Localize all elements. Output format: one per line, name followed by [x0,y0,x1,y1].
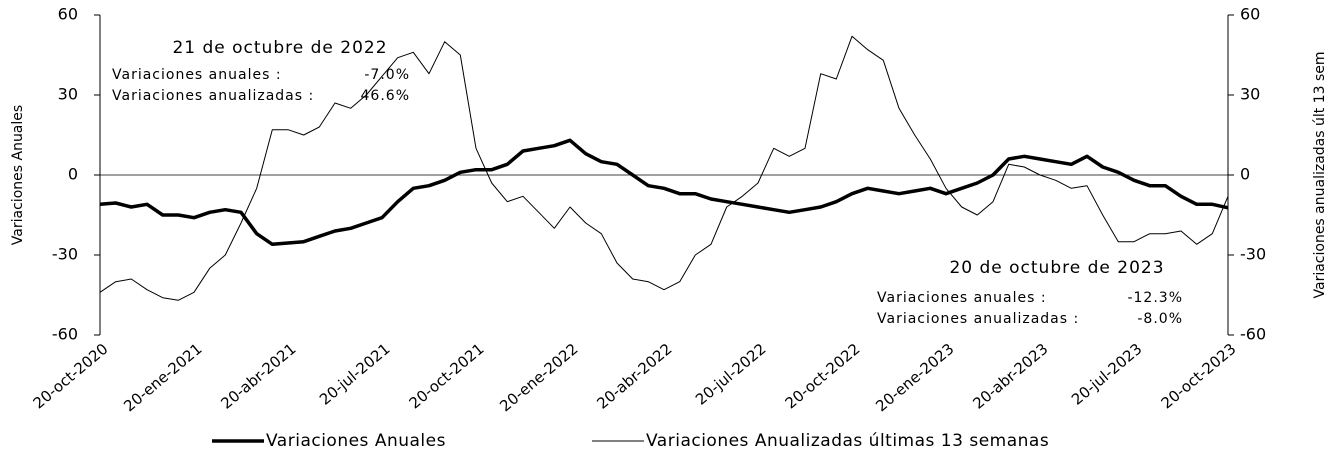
annotation-label: Variaciones anuales : [877,290,1047,306]
series-line [99,138,1229,247]
y-tick-label: 60 [58,5,78,24]
annotation-title: 21 de octubre de 2022 [172,38,387,58]
x-tick-label: 20-ene-2022 [496,340,581,416]
annotation-label: Variaciones anualizadas : [877,311,1079,327]
x-tick-label: 20-ene-2023 [872,340,957,416]
x-tick-label: 20-oct-2021 [406,340,488,413]
y2-axis-title: Variaciones anualizadas últ 13 sem [1312,51,1328,298]
y2-tick-label: -30 [1240,245,1266,264]
legend-label: Variaciones Anuales [266,431,446,451]
x-tick-label: 20-ene-2021 [120,340,205,416]
annotation-value: -7.0% [364,67,410,83]
annotation-value: -12.3% [1127,290,1183,306]
y2-tick-label: -60 [1240,325,1266,344]
x-tick-label: 20-abr-2021 [217,340,299,413]
y-tick-label: 30 [58,85,78,104]
x-tick-label: 20-oct-2020 [30,340,112,413]
x-tick-label: 20-oct-2022 [782,340,864,413]
y2-tick-label: 30 [1240,85,1260,104]
x-tick-label: 20-abr-2022 [593,340,675,413]
annotation-value: -8.0% [1137,311,1183,327]
x-tick-label: 20-jul-2022 [692,340,769,409]
x-tick-label: 20-oct-2023 [1158,340,1240,413]
y2-tick-label: 0 [1240,165,1250,184]
annotation-value: 46.6% [361,88,410,104]
y-axis-title: Variaciones Anuales [10,105,26,245]
annotation-label: Variaciones anuales : [112,67,282,83]
y-tick-label: -60 [52,325,78,344]
legend-label: Variaciones Anualizadas últimas 13 seman… [646,431,1049,451]
series-line [99,35,1229,301]
y-tick-label: -30 [52,245,78,264]
y2-tick-label: 60 [1240,5,1260,24]
y-tick-label: 0 [68,165,78,184]
annotation-title: 20 de octubre de 2023 [949,258,1164,278]
x-tick-label: 20-jul-2021 [316,340,393,409]
x-tick-label: 20-jul-2023 [1068,340,1145,409]
annotation-label: Variaciones anualizadas : [112,88,314,104]
x-tick-label: 20-abr-2023 [969,340,1051,413]
